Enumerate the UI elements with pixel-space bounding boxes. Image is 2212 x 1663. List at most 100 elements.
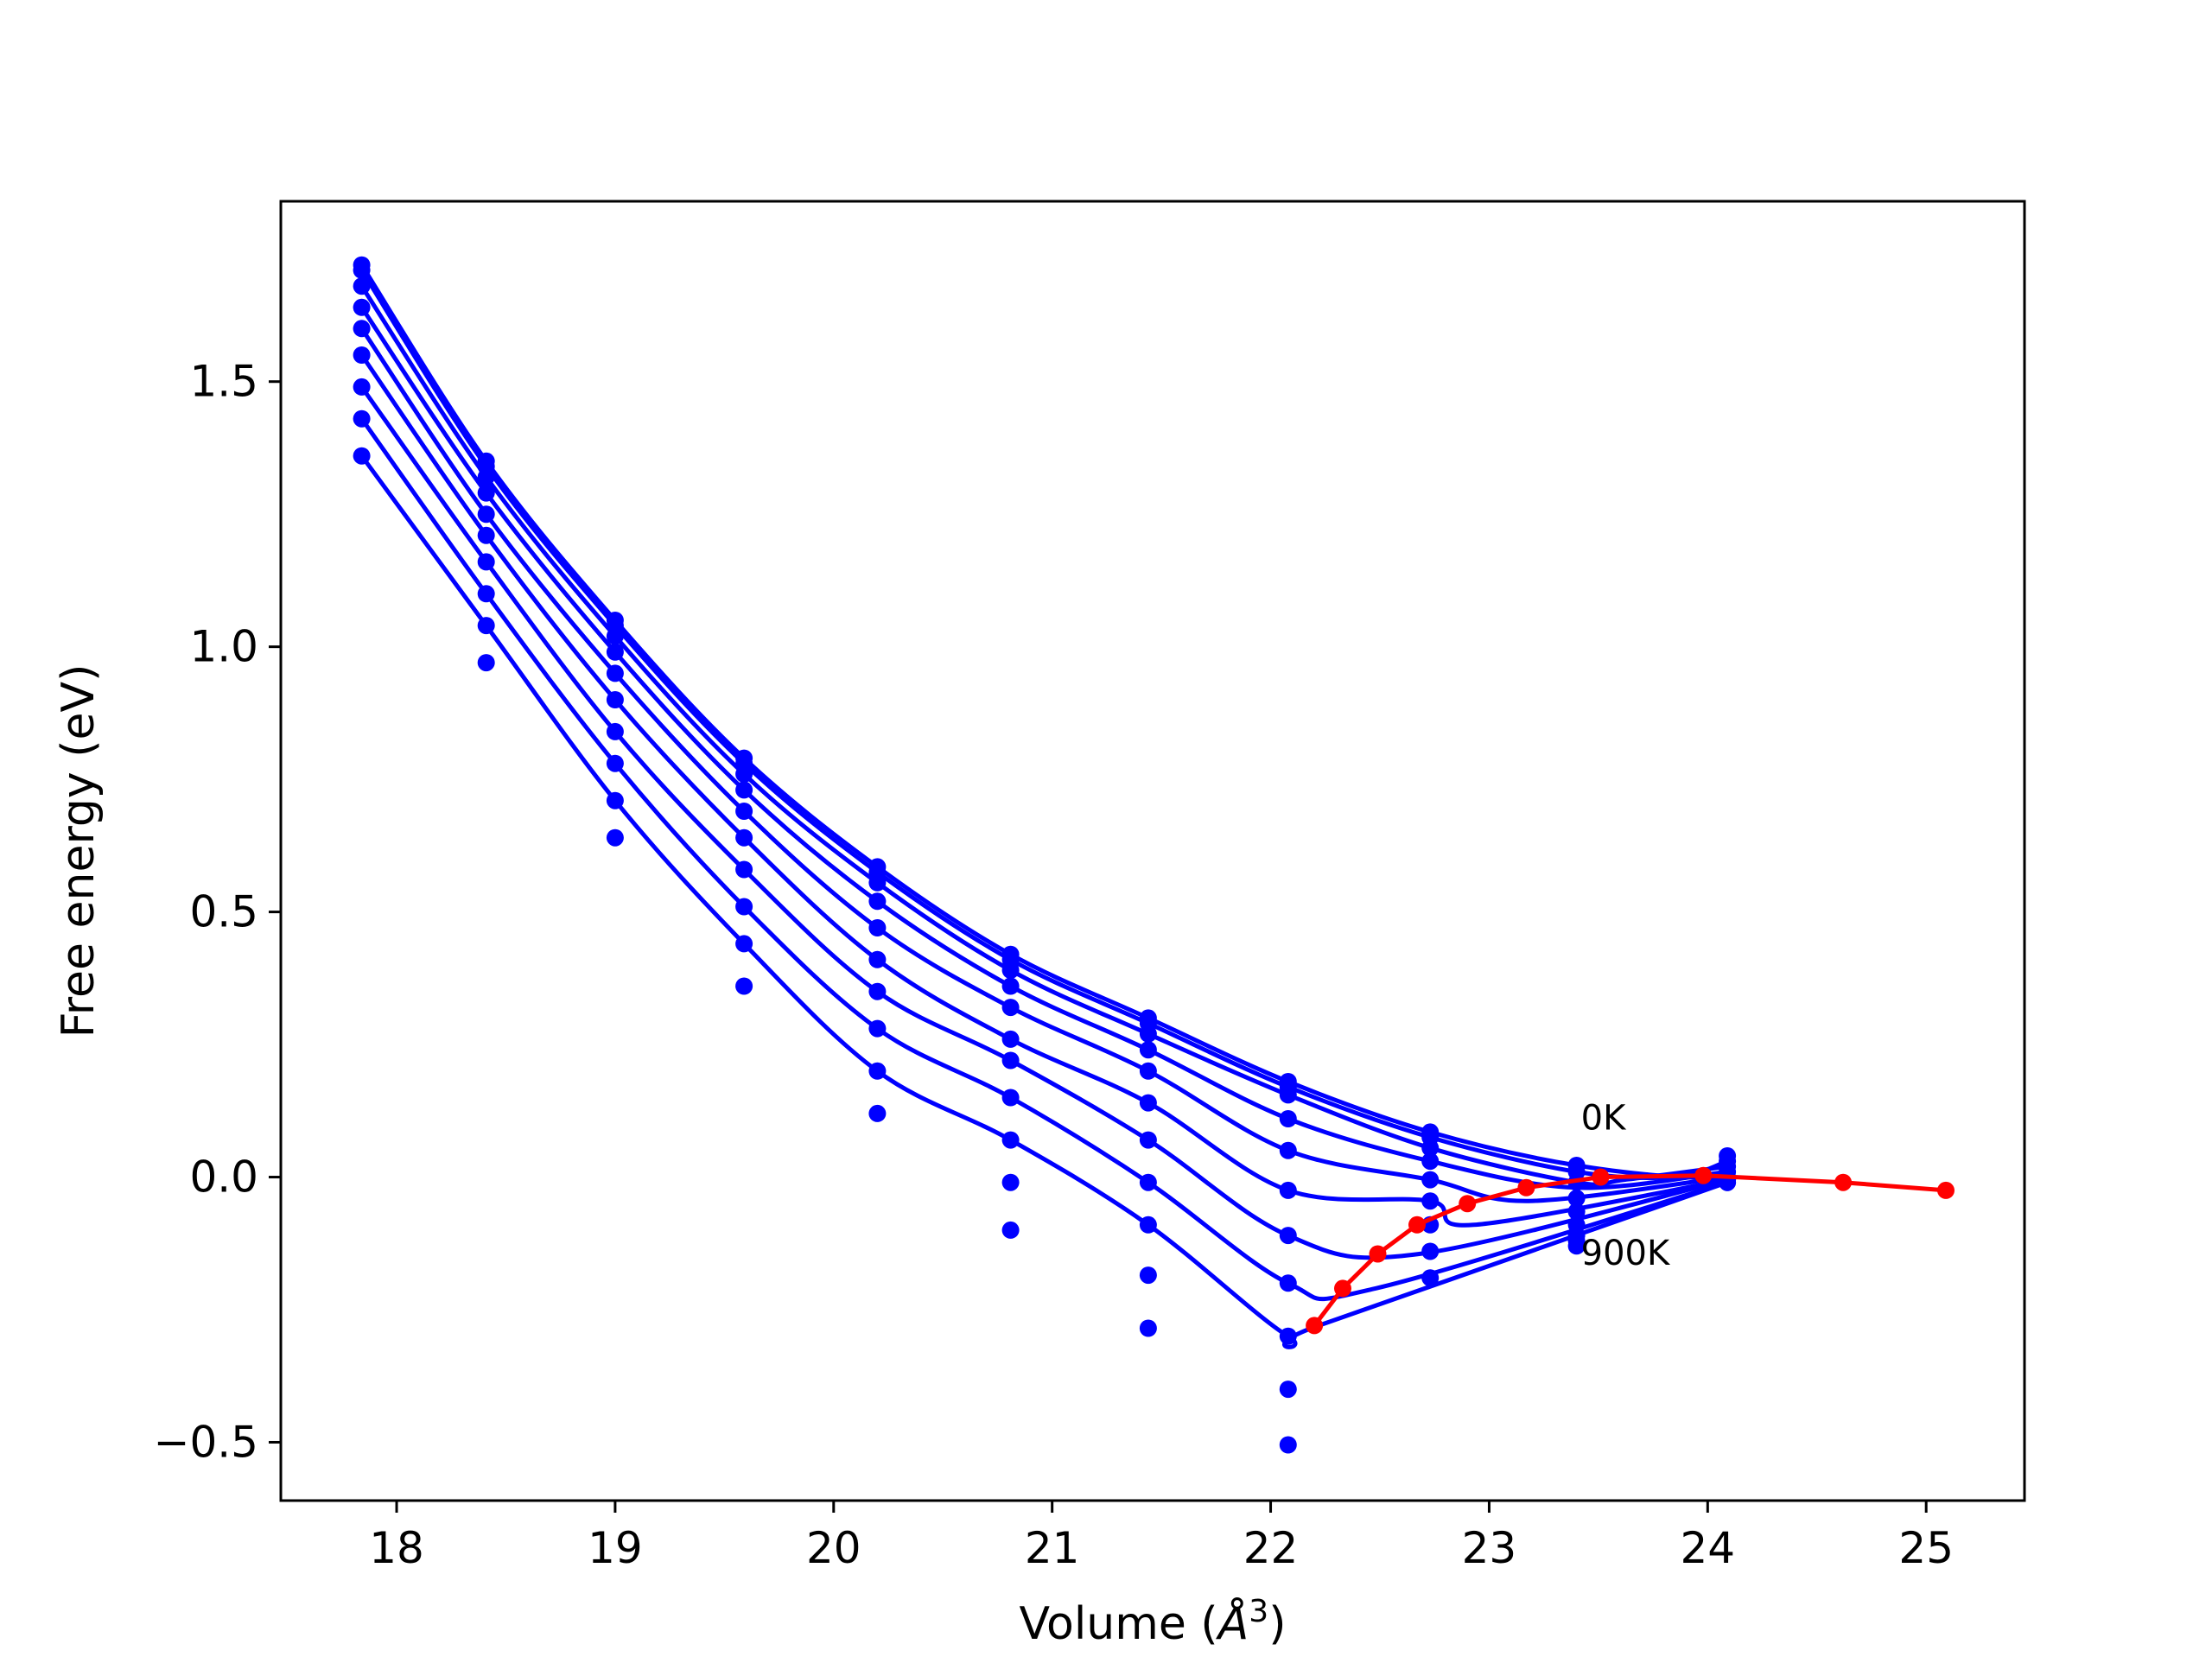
data-point-s4-9 [1421,1152,1440,1171]
x-tick-label-25: 25 [1898,1523,1954,1573]
y-tick-label-4: 1.5 [189,357,258,407]
minima-point-3 [1369,1245,1387,1263]
x-axis-title-exponent: 3 [1249,1594,1268,1629]
data-point-s9-10 [1567,1237,1586,1255]
data-point-s3-8 [1279,1086,1297,1104]
data-point-s4-3 [606,643,624,661]
data-point-s6-8 [1279,1181,1297,1199]
data-point-s3-9 [1421,1139,1440,1157]
data-point-s5-1 [353,320,371,338]
data-point-s8-5 [868,1019,887,1038]
data-point-s6-4 [735,828,753,847]
data-point-s11-7 [1139,1319,1157,1337]
minima-path [1306,1166,1955,1335]
data-point-s3-5 [868,873,887,892]
data-point-s7-4 [735,860,753,879]
y-tick-label-0: −0.5 [154,1417,258,1467]
data-point-s2-1 [353,261,371,279]
data-point-s9-8 [1279,1327,1297,1345]
data-point-s3-6 [1001,962,1020,980]
data-points [353,256,1737,1454]
y-tick-label-2: 0.5 [189,887,258,937]
plot-frame [279,200,2026,1502]
minima-point-2 [1334,1279,1351,1298]
fit-curve-5 [359,327,1728,1203]
data-point-s10-4 [735,977,753,995]
annotations: 0K 900K [1581,1098,1671,1273]
x-axis-title-symbol: Å [1216,1596,1249,1650]
data-point-s9-9 [1421,1269,1440,1287]
data-point-s7-5 [868,982,887,1000]
data-point-s7-8 [1279,1227,1297,1245]
data-point-s4-7 [1139,1041,1157,1059]
data-point-s6-9 [1421,1192,1440,1210]
x-tick-label-24: 24 [1681,1523,1736,1573]
data-point-s6-3 [606,691,624,708]
data-point-s10-2 [477,654,495,672]
data-point-s8-8 [1279,1274,1297,1292]
data-point-s7-7 [1139,1131,1157,1149]
fitted-curves [359,263,1730,1349]
fit-curve-6 [359,353,1728,1228]
data-point-s4-5 [868,892,887,911]
fit-curve-7 [359,385,1728,1260]
data-point-s5-5 [868,919,887,936]
data-point-s8-3 [606,754,624,772]
data-point-s4-2 [477,484,495,502]
data-point-s7-6 [1001,1051,1020,1070]
fit-curve-1 [359,263,1730,1180]
minima-point-4 [1408,1216,1426,1234]
data-point-s9-7 [1139,1216,1157,1234]
data-point-s8-1 [353,409,371,428]
data-point-s6-5 [868,950,887,968]
minima-point-6 [1517,1178,1535,1196]
data-point-s8-9 [1421,1242,1440,1260]
data-point-s8-4 [735,898,753,916]
data-point-s5-4 [735,803,753,820]
y-tick-label-1: 0.0 [189,1152,258,1203]
data-point-s3-4 [735,765,753,783]
fit-curve-2 [359,269,1728,1181]
data-point-s3-2 [477,468,495,486]
data-point-s4-6 [1001,977,1020,995]
data-point-s10-3 [606,828,624,847]
data-point-s9-6 [1001,1131,1020,1149]
data-point-s11-6 [1001,1221,1020,1239]
data-point-s10-8 [1279,1381,1297,1399]
x-axis-title-text: Volume ( [1020,1598,1218,1650]
data-point-s4-1 [353,298,371,316]
data-point-s9-4 [735,935,753,953]
data-point-s6-2 [477,526,495,544]
minima-path-line [1313,1173,1947,1327]
data-point-s4-10 [1567,1190,1586,1208]
x-tick-label-19: 19 [588,1523,643,1573]
data-point-s7-1 [353,378,371,396]
data-point-s9-2 [477,617,495,635]
data-point-s5-7 [1139,1062,1157,1080]
data-point-s8-6 [1001,1089,1020,1107]
data-point-s6-7 [1139,1094,1157,1112]
fit-curve-9 [359,454,1728,1349]
fit-curve-4 [359,306,1728,1190]
data-point-s9-5 [868,1062,887,1080]
annotation-1: 0K [1581,1098,1627,1138]
data-point-s3-3 [606,627,624,645]
minima-point-7 [1592,1168,1610,1186]
data-point-s5-9 [1421,1171,1440,1189]
minima-point-5 [1459,1195,1477,1213]
data-point-s9-3 [606,791,624,809]
x-tick-label-23: 23 [1462,1523,1517,1573]
data-point-s5-10 [1567,1203,1586,1221]
data-point-s5-3 [606,664,624,682]
x-tick-label-21: 21 [1025,1523,1080,1573]
minima-point-8 [1694,1166,1713,1184]
x-tick-label-20: 20 [806,1523,861,1573]
data-point-s10-7 [1139,1266,1157,1285]
data-point-s7-3 [606,722,624,740]
y-axis-ticks: −0.5 0.0 0.5 1.0 1.5 [154,357,281,1467]
data-point-s11-8 [1279,1436,1297,1454]
x-axis-title: Volume (Å3) [1020,1594,1287,1650]
data-point-s3-1 [353,277,371,295]
